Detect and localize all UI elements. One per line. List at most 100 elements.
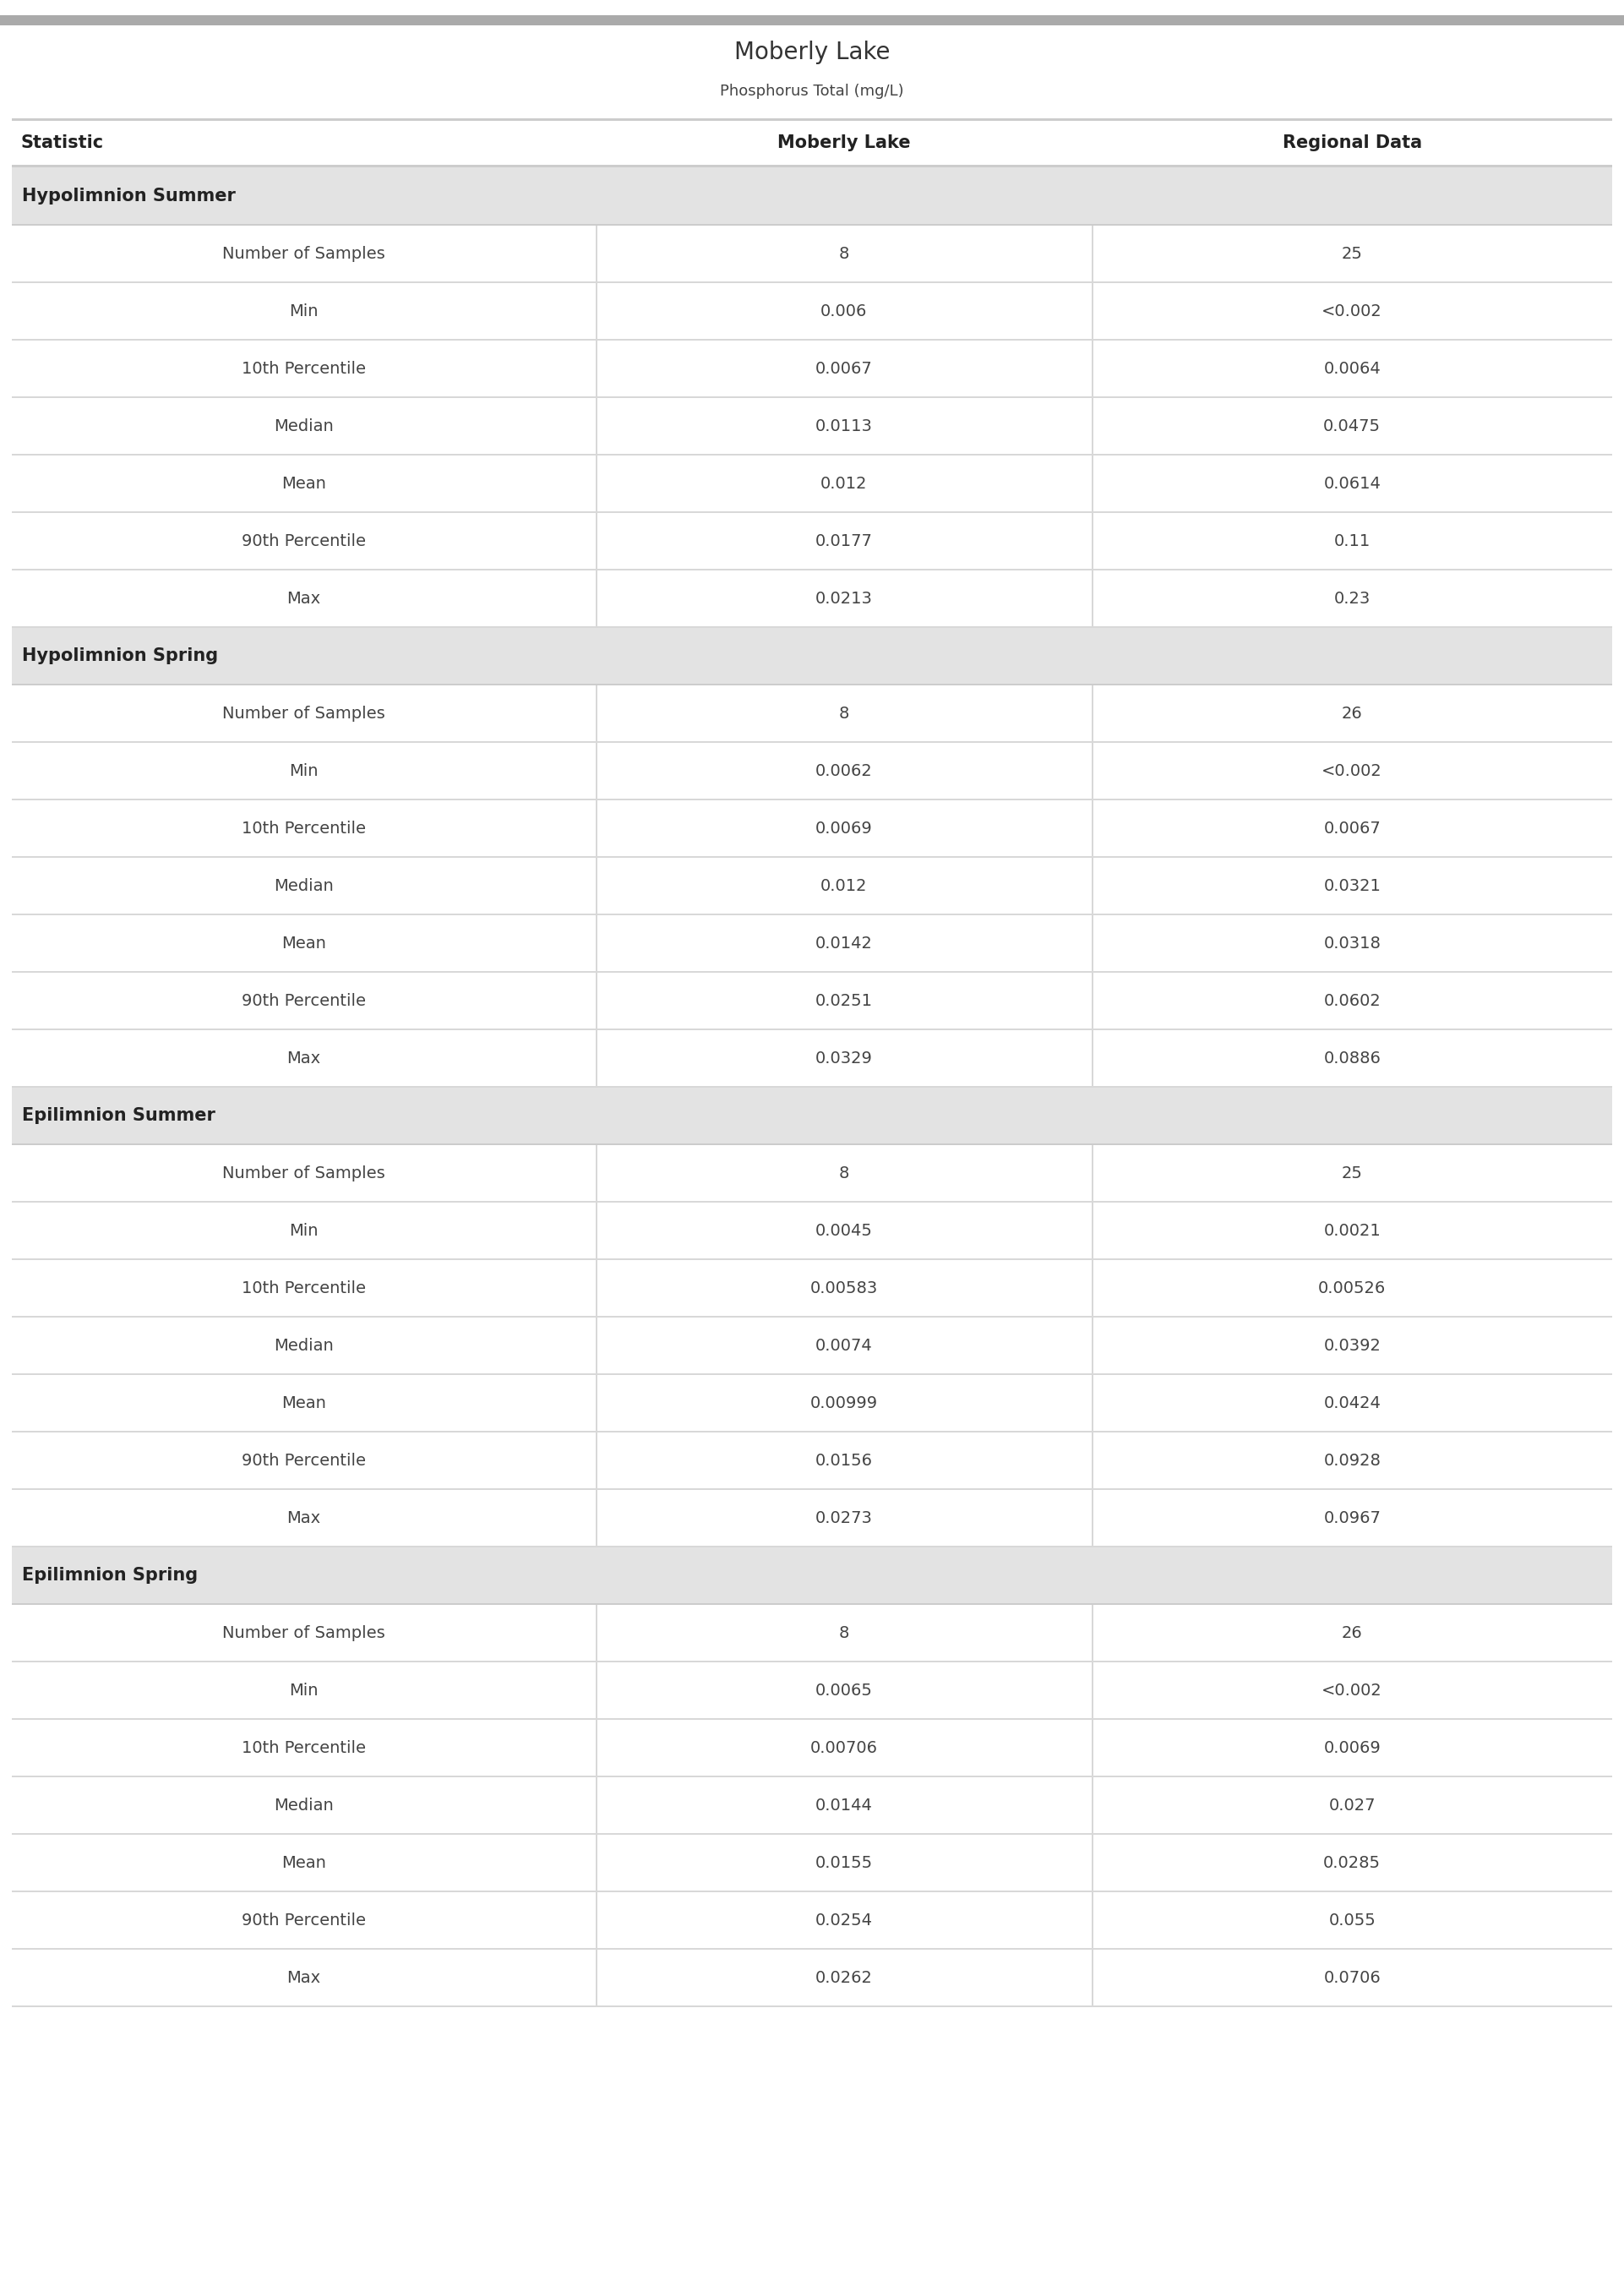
Text: Statistic: Statistic: [19, 134, 104, 152]
Bar: [11, 1546, 1613, 1605]
Text: <0.002: <0.002: [1322, 763, 1382, 779]
Text: Min: Min: [289, 1682, 318, 1698]
Text: 0.00526: 0.00526: [1319, 1280, 1385, 1296]
Bar: [11, 513, 1613, 570]
Text: Median: Median: [274, 1337, 335, 1353]
Bar: [11, 1373, 1613, 1432]
Text: Number of Samples: Number of Samples: [222, 706, 385, 722]
Bar: [11, 1028, 1613, 1087]
Bar: [11, 1891, 1613, 1950]
Text: 0.0614: 0.0614: [1324, 474, 1380, 490]
Text: 90th Percentile: 90th Percentile: [242, 1453, 365, 1469]
Text: Epilimnion Summer: Epilimnion Summer: [23, 1108, 216, 1124]
Text: 90th Percentile: 90th Percentile: [242, 992, 365, 1008]
Text: 0.23: 0.23: [1333, 590, 1371, 606]
Text: 0.0074: 0.0074: [815, 1337, 872, 1353]
Text: 0.0392: 0.0392: [1324, 1337, 1380, 1353]
Text: 26: 26: [1341, 706, 1363, 722]
Text: 0.0475: 0.0475: [1324, 418, 1380, 434]
Text: 0.0113: 0.0113: [815, 418, 872, 434]
Bar: [11, 1260, 1613, 1317]
Text: 8: 8: [838, 706, 849, 722]
Text: 90th Percentile: 90th Percentile: [242, 1911, 365, 1927]
Bar: [11, 168, 1613, 225]
Text: Mean: Mean: [281, 1855, 326, 1870]
Bar: [11, 858, 1613, 915]
Text: <0.002: <0.002: [1322, 1682, 1382, 1698]
Text: 0.012: 0.012: [820, 474, 867, 490]
Text: 0.0045: 0.0045: [815, 1224, 872, 1239]
Text: 0.0155: 0.0155: [815, 1855, 872, 1870]
Text: 0.0067: 0.0067: [1324, 819, 1380, 835]
Bar: [11, 281, 1613, 340]
Text: 0.0069: 0.0069: [815, 819, 872, 835]
Bar: [11, 799, 1613, 858]
Text: Median: Median: [274, 878, 335, 894]
Bar: [11, 397, 1613, 454]
Text: Min: Min: [289, 763, 318, 779]
Text: 25: 25: [1341, 245, 1363, 261]
Text: 0.027: 0.027: [1328, 1798, 1376, 1814]
Bar: [11, 1718, 1613, 1777]
Bar: [11, 972, 1613, 1028]
Text: 0.0262: 0.0262: [815, 1970, 872, 1986]
Bar: [11, 1605, 1613, 1662]
Text: 0.0318: 0.0318: [1324, 935, 1380, 951]
Text: 0.0177: 0.0177: [815, 533, 872, 549]
Text: 0.0967: 0.0967: [1324, 1510, 1380, 1525]
Text: Number of Samples: Number of Samples: [222, 1625, 385, 1641]
Bar: [11, 1201, 1613, 1260]
Bar: [11, 120, 1613, 166]
Text: 0.0021: 0.0021: [1324, 1224, 1380, 1239]
Text: 0.0706: 0.0706: [1324, 1970, 1380, 1986]
Text: 0.0329: 0.0329: [815, 1051, 872, 1067]
Bar: [11, 1144, 1613, 1201]
Text: 8: 8: [838, 1165, 849, 1180]
Text: Mean: Mean: [281, 1394, 326, 1412]
Bar: [11, 1317, 1613, 1373]
Text: 10th Percentile: 10th Percentile: [242, 361, 365, 377]
Text: 0.0069: 0.0069: [1324, 1739, 1380, 1755]
Text: 0.0321: 0.0321: [1324, 878, 1380, 894]
Text: 0.055: 0.055: [1328, 1911, 1376, 1927]
Bar: [11, 1834, 1613, 1891]
Text: 0.00706: 0.00706: [810, 1739, 879, 1755]
Text: 0.0213: 0.0213: [815, 590, 872, 606]
Text: 0.0067: 0.0067: [815, 361, 872, 377]
Text: 10th Percentile: 10th Percentile: [242, 819, 365, 835]
Bar: [11, 1489, 1613, 1546]
Text: 0.0144: 0.0144: [815, 1798, 872, 1814]
Text: Regional Data: Regional Data: [1283, 134, 1423, 152]
Text: 0.006: 0.006: [820, 302, 867, 320]
Text: 10th Percentile: 10th Percentile: [242, 1739, 365, 1755]
Text: 0.0273: 0.0273: [815, 1510, 872, 1525]
Text: 0.0065: 0.0065: [815, 1682, 872, 1698]
Text: 25: 25: [1341, 1165, 1363, 1180]
Text: 0.0285: 0.0285: [1324, 1855, 1380, 1870]
Bar: [11, 1662, 1613, 1718]
Text: 0.0064: 0.0064: [1324, 361, 1380, 377]
Text: 0.00999: 0.00999: [810, 1394, 879, 1412]
Bar: [11, 742, 1613, 799]
Bar: [0, 16, 1624, 25]
Text: Max: Max: [287, 1970, 322, 1986]
Text: Mean: Mean: [281, 935, 326, 951]
Bar: [11, 570, 1613, 627]
Text: 0.00583: 0.00583: [810, 1280, 879, 1296]
Text: Epilimnion Spring: Epilimnion Spring: [23, 1566, 198, 1584]
Text: 0.0602: 0.0602: [1324, 992, 1380, 1008]
Bar: [11, 1087, 1613, 1144]
Text: 8: 8: [838, 245, 849, 261]
Text: Mean: Mean: [281, 474, 326, 490]
Text: Max: Max: [287, 590, 322, 606]
Bar: [11, 1432, 1613, 1489]
Text: Moberly Lake: Moberly Lake: [778, 134, 911, 152]
Bar: [11, 340, 1613, 397]
Text: Moberly Lake: Moberly Lake: [734, 41, 890, 64]
Text: 0.0142: 0.0142: [815, 935, 872, 951]
Bar: [11, 627, 1613, 686]
Text: 8: 8: [838, 1625, 849, 1641]
Text: 90th Percentile: 90th Percentile: [242, 533, 365, 549]
Text: 0.0928: 0.0928: [1324, 1453, 1380, 1469]
Text: Median: Median: [274, 1798, 335, 1814]
